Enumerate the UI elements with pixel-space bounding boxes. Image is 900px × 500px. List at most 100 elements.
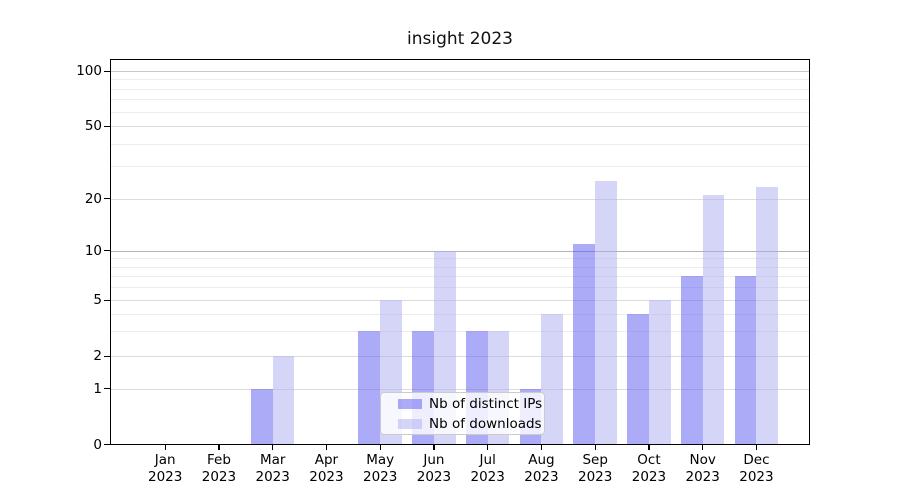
legend-swatch-distinct-ips	[398, 398, 422, 409]
legend-item-distinct-ips: Nb of distinct IPs	[398, 396, 544, 412]
year-label: 2023	[578, 469, 613, 485]
x-tick-apr-2023	[325, 445, 328, 450]
gridline-minor-30	[110, 166, 810, 168]
bar-nb-of-distinct-ips-oct-2023	[627, 313, 649, 445]
x-tick-label-feb-2023: Feb 2023	[188, 452, 250, 486]
x-tick-jun-2023	[433, 445, 435, 450]
gridline-minor-90	[110, 79, 810, 81]
bar-nb-of-distinct-ips-nov-2023	[680, 276, 703, 445]
x-tick-label-apr-2023: Apr 2023	[295, 452, 357, 486]
month-label: May	[366, 452, 395, 468]
month-label: Sep	[582, 452, 608, 468]
y-tick-label-5: 5	[93, 292, 102, 308]
month-label: Feb	[206, 452, 231, 468]
gridline-minor-6	[110, 287, 810, 289]
month-label: Mar	[259, 452, 286, 468]
year-label: 2023	[524, 469, 559, 485]
year-label: 2023	[148, 469, 183, 485]
x-tick-nov-2023	[702, 445, 704, 450]
x-tick-dec-2023	[755, 445, 758, 450]
x-tick-label-may-2023: May 2023	[349, 452, 411, 486]
x-tick-label-jul-2023: Jul 2023	[457, 452, 519, 486]
month-label: Nov	[689, 452, 716, 468]
year-label: 2023	[739, 469, 774, 485]
bar-nb-of-downloads-mar-2023	[272, 356, 295, 445]
legend-label-downloads: Nb of downloads	[429, 415, 542, 432]
legend-item-downloads: Nb of downloads	[398, 416, 544, 432]
y-tick-label-20: 20	[84, 190, 102, 207]
gridline-minor-7	[110, 276, 810, 278]
gridline-minor-9	[110, 258, 810, 260]
x-tick-label-nov-2023: Nov 2023	[672, 452, 734, 486]
y-tick-label-50: 50	[84, 118, 102, 134]
gridline-major-1	[110, 388, 810, 390]
y-tick-1	[104, 388, 110, 390]
year-label: 2023	[363, 469, 398, 485]
bar-nb-of-downloads-sep-2023	[595, 180, 617, 445]
y-tick-100	[104, 70, 110, 72]
month-label: Dec	[743, 452, 770, 468]
legend-label-distinct-ips: Nb of distinct IPs	[429, 395, 543, 412]
x-tick-jul-2023	[487, 445, 489, 450]
gridline-major-10	[110, 250, 810, 252]
y-tick-label-0: 0	[93, 436, 102, 453]
gridline-major-2	[110, 356, 810, 357]
bar-nb-of-downloads-nov-2023	[702, 194, 725, 445]
x-tick-label-jan-2023: Jan 2023	[134, 452, 196, 486]
month-label: Jun	[423, 452, 445, 468]
x-tick-label-sep-2023: Sep 2023	[564, 452, 626, 486]
y-tick-2	[104, 355, 110, 357]
bar-nb-of-distinct-ips-may-2023	[358, 331, 381, 445]
year-label: 2023	[201, 469, 237, 485]
legend-swatch-downloads	[398, 418, 422, 429]
year-label: 2023	[309, 469, 344, 485]
x-tick-label-aug-2023: Aug 2023	[510, 452, 572, 486]
y-tick-20	[104, 198, 110, 200]
x-tick-oct-2023	[648, 445, 650, 450]
bar-nb-of-distinct-ips-mar-2023	[250, 388, 273, 445]
y-tick-label-100: 100	[76, 63, 102, 79]
gridline-minor-3	[110, 331, 810, 333]
year-label: 2023	[685, 469, 720, 485]
year-label: 2023	[416, 469, 452, 485]
month-label: Jul	[479, 452, 496, 468]
x-tick-label-jun-2023: Jun 2023	[403, 452, 465, 486]
chart-title: insight 2023	[407, 29, 513, 49]
gridline-minor-8	[110, 266, 810, 268]
legend: Nb of distinct IPs Nb of downloads	[380, 392, 545, 435]
x-tick-jan-2023	[164, 445, 166, 450]
plot-area	[110, 59, 810, 445]
y-tick-0	[104, 444, 110, 446]
x-tick-label-mar-2023: Mar 2023	[242, 452, 304, 486]
gridline-minor-70	[110, 99, 810, 101]
gridline-major-5	[110, 300, 810, 301]
y-tick-label-2: 2	[93, 348, 102, 364]
year-label: 2023	[470, 469, 505, 485]
year-label: 2023	[631, 469, 667, 485]
x-tick-sep-2023	[594, 445, 596, 450]
x-tick-label-dec-2023: Dec 2023	[725, 452, 787, 486]
y-tick-10	[104, 250, 110, 252]
month-label: Aug	[528, 452, 555, 468]
bar-nb-of-downloads-aug-2023	[541, 313, 564, 445]
y-tick-label-10: 10	[84, 242, 102, 259]
x-tick-mar-2023	[272, 445, 274, 450]
month-label: Apr	[314, 452, 339, 468]
x-tick-may-2023	[379, 445, 381, 450]
bar-nb-of-downloads-dec-2023	[756, 187, 779, 445]
month-label: Jan	[154, 452, 176, 468]
bar-nb-of-distinct-ips-sep-2023	[573, 243, 596, 445]
gridline-major-20	[110, 198, 810, 200]
gridline-minor-4	[110, 313, 810, 315]
gridline-major-50	[110, 126, 810, 127]
x-tick-label-oct-2023: Oct 2023	[618, 452, 680, 486]
x-tick-feb-2023	[218, 445, 220, 450]
gridline-minor-40	[110, 143, 810, 145]
bar-nb-of-downloads-oct-2023	[648, 300, 671, 445]
gridline-minor-80	[110, 88, 810, 90]
y-tick-5	[104, 299, 110, 301]
bar-nb-of-distinct-ips-dec-2023	[734, 276, 757, 445]
gridline-major-100	[110, 71, 810, 72]
y-tick-50	[104, 125, 110, 127]
